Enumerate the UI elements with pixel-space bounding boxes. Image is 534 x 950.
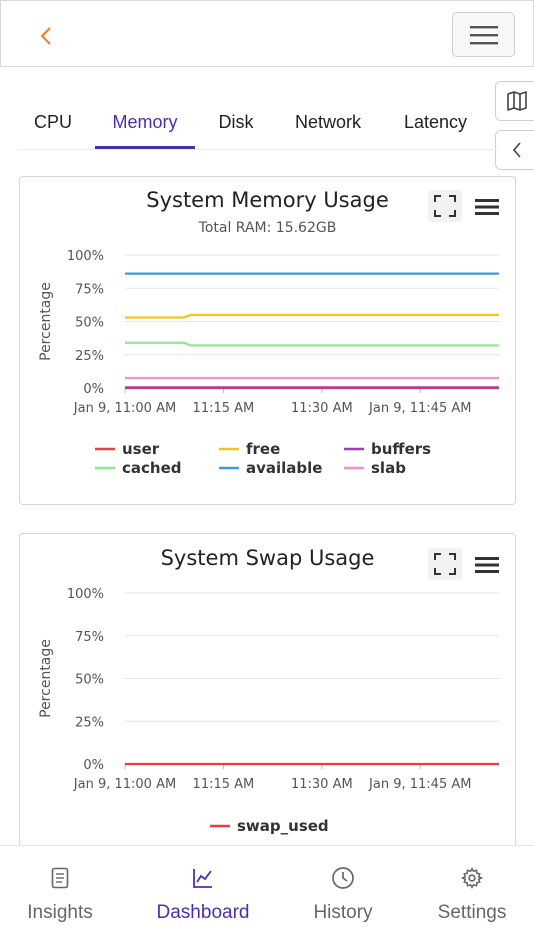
memory-usage-card: System Memory Usage Total RAM: 15.62GB 1…: [19, 176, 516, 505]
legend-label: buffers: [371, 440, 431, 458]
tab-cpu[interactable]: CPU: [33, 111, 72, 132]
y-tick-label: 0%: [83, 758, 104, 773]
metric-tabs: CPU Memory Disk Network Latency: [18, 96, 498, 150]
chart-line-icon: [193, 869, 212, 888]
x-tick-label: 11:30 AM: [291, 777, 353, 792]
expand-icon: [434, 195, 456, 217]
x-tick-label: Jan 9, 11:00 AM: [73, 777, 176, 792]
x-tick-label: Jan 9, 11:45 AM: [368, 777, 471, 792]
active-tab-indicator: [95, 146, 195, 149]
nav-label: History: [313, 902, 373, 923]
document-icon: [51, 867, 69, 889]
gear-icon: [461, 867, 483, 889]
chevron-left-icon: [40, 27, 51, 45]
legend-label: swap_used: [237, 817, 329, 835]
chart-subtitle: Total RAM: 15.62GB: [198, 220, 337, 236]
swap-chart: 100% 75% 50% 25% 0% Jan 9, 11:00 AM 11:15 AM 11…: [38, 587, 499, 835]
tab-memory[interactable]: Memory: [112, 111, 178, 132]
legend-label: available: [246, 459, 322, 477]
expand-icon: [434, 553, 456, 575]
series-line-free: [125, 313, 499, 319]
map-icon: [506, 91, 527, 111]
bottom-navigation: Insights Dashboard History: [0, 845, 534, 950]
y-tick-label: 50%: [75, 316, 104, 331]
tab-latency[interactable]: Latency: [403, 111, 468, 132]
nav-history[interactable]: History: [283, 846, 403, 950]
tab-network[interactable]: Network: [294, 111, 361, 132]
y-tick-label: 100%: [67, 587, 104, 602]
nav-dashboard[interactable]: Dashboard: [143, 846, 263, 950]
series-line-cached: [125, 341, 499, 347]
chart-title: System Memory Usage: [146, 188, 389, 212]
hamburger-icon: [475, 199, 499, 215]
y-tick-label: 50%: [75, 673, 104, 688]
nav-settings[interactable]: Settings: [412, 846, 532, 950]
y-tick-label: 75%: [75, 282, 104, 297]
fullscreen-button[interactable]: [428, 548, 462, 580]
legend-label: slab: [371, 459, 406, 477]
tab-disk[interactable]: Disk: [218, 111, 254, 132]
hamburger-icon: [475, 557, 499, 573]
top-bar: [0, 0, 534, 67]
memory-chart: 100% 75% 50% 25% 0% Jan 9, 11:00 AM 11:15 AM 11…: [38, 249, 499, 477]
y-tick-label: 0%: [83, 382, 104, 397]
x-tick-label: 11:30 AM: [291, 401, 353, 416]
clock-icon: [332, 867, 354, 889]
collapse-panel-button[interactable]: [495, 130, 534, 170]
legend-label: user: [122, 440, 160, 458]
nav-label: Insights: [27, 902, 93, 923]
hamburger-icon: [469, 25, 498, 44]
y-axis-label: Percentage: [38, 639, 54, 718]
chart-title: System Swap Usage: [160, 546, 375, 570]
y-tick-label: 25%: [75, 349, 104, 364]
x-tick-label: 11:15 AM: [193, 401, 255, 416]
swap-usage-card: System Swap Usage 100% 75% 50% 25% 0% Jan 9, …: [19, 533, 516, 863]
x-tick-label: 11:15 AM: [193, 777, 255, 792]
y-tick-label: 75%: [75, 630, 104, 645]
map-button[interactable]: [495, 81, 534, 121]
chart-menu-button[interactable]: [473, 196, 501, 218]
y-axis-label: Percentage: [38, 282, 54, 361]
y-tick-label: 100%: [67, 249, 104, 264]
legend-label: free: [246, 440, 280, 458]
back-button[interactable]: [31, 21, 61, 51]
fullscreen-button[interactable]: [428, 190, 462, 222]
x-tick-label: Jan 9, 11:00 AM: [73, 401, 176, 416]
menu-button[interactable]: [452, 12, 515, 57]
chart-menu-button[interactable]: [473, 554, 501, 576]
chevron-left-icon: [512, 142, 521, 158]
legend-label: cached: [122, 459, 182, 477]
nav-insights[interactable]: Insights: [0, 846, 120, 950]
nav-label: Settings: [437, 902, 507, 923]
y-tick-label: 25%: [75, 715, 104, 730]
nav-label: Dashboard: [156, 902, 250, 923]
x-tick-label: Jan 9, 11:45 AM: [368, 401, 471, 416]
